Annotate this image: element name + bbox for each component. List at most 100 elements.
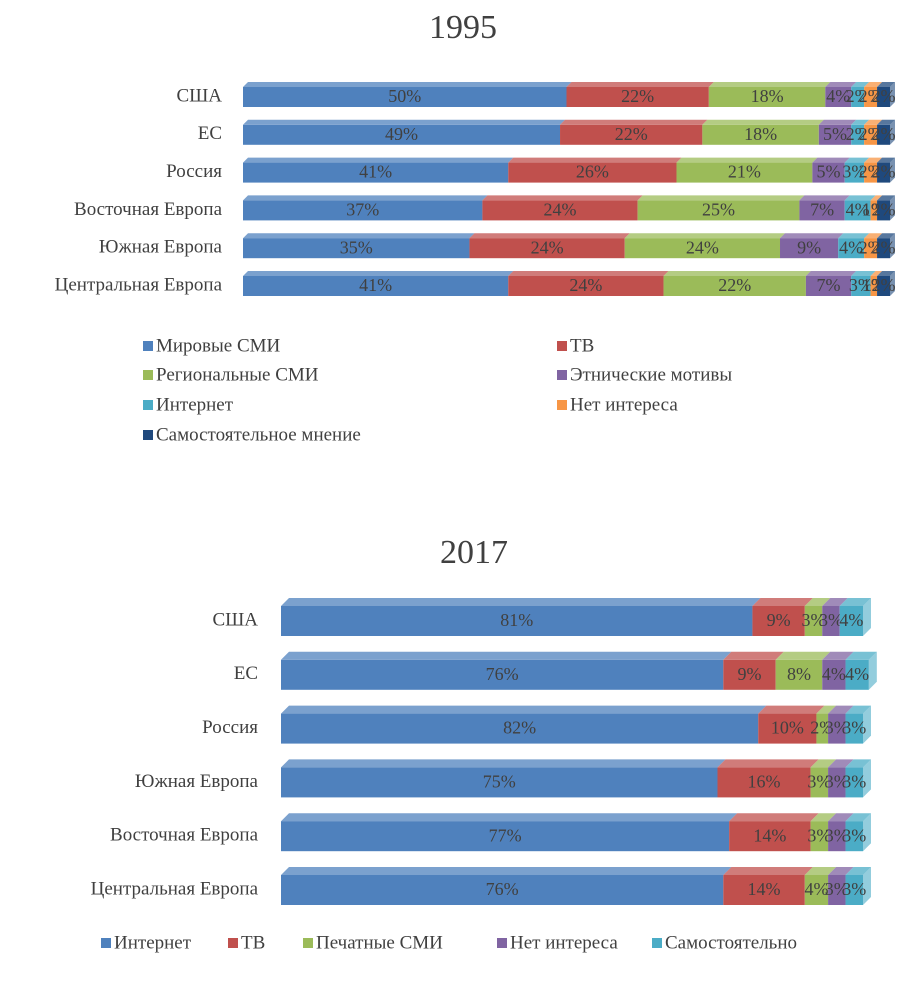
data-label: 2% — [859, 86, 883, 106]
bar-top — [810, 759, 837, 768]
bar-top — [775, 651, 831, 660]
data-label: 26% — [576, 162, 609, 182]
data-label: 2% — [872, 237, 896, 257]
bar-top — [281, 651, 732, 660]
legend-swatch — [143, 400, 153, 410]
category-label: Центральная Европа — [91, 878, 259, 899]
bar-top — [845, 867, 871, 875]
bar-segment — [870, 200, 878, 221]
data-label: 3% — [825, 825, 849, 845]
data-label: 49% — [385, 124, 418, 144]
bar-top — [281, 598, 761, 606]
legend-label: Самостоятельно — [665, 932, 797, 953]
data-label: 3% — [807, 772, 831, 792]
data-label: 4% — [822, 664, 846, 684]
bar-segment — [805, 276, 852, 296]
bar-top — [676, 157, 818, 163]
bar-top — [844, 157, 870, 163]
bar-top — [828, 867, 854, 875]
bar-top — [877, 82, 895, 87]
data-label: 2% — [846, 86, 870, 106]
bar-segment — [243, 200, 483, 221]
bar-segment — [864, 124, 878, 145]
bar-segment — [822, 606, 840, 636]
bar-segment — [828, 875, 846, 905]
bar-segment — [243, 276, 509, 296]
bar-top — [818, 119, 857, 125]
bar-segment — [877, 276, 890, 296]
bar-segment — [844, 162, 865, 183]
data-label: 3% — [802, 610, 826, 630]
bar-segment — [752, 606, 805, 636]
bar-top — [723, 867, 813, 875]
bar-segment — [845, 713, 863, 744]
bar-segment — [839, 606, 863, 636]
bar-segment — [723, 659, 776, 690]
data-label: 3% — [842, 825, 866, 845]
bar-top — [799, 195, 850, 201]
data-label: 9% — [767, 610, 791, 630]
data-label: 82% — [503, 718, 536, 738]
data-label: 3% — [825, 879, 849, 899]
legend-label: Региональные СМИ — [156, 364, 319, 385]
bar-segment — [804, 606, 823, 636]
data-label: 3% — [825, 772, 849, 792]
data-label: 10% — [771, 718, 804, 738]
bar-segment — [281, 767, 718, 798]
legend-label: Печатные СМИ — [316, 932, 443, 953]
bar-top — [508, 157, 682, 163]
bar-segment — [828, 821, 846, 852]
data-label: 24% — [544, 200, 577, 220]
category-label: ЕС — [198, 123, 222, 144]
bar-top — [560, 119, 708, 125]
legend-swatch — [143, 430, 153, 440]
data-label: 18% — [751, 86, 784, 106]
data-label: 76% — [486, 879, 519, 899]
bar-segment — [799, 200, 845, 221]
category-label: Россия — [202, 717, 258, 738]
legend-swatch — [143, 370, 153, 380]
data-label: 4% — [846, 200, 870, 220]
data-label: 3% — [842, 162, 866, 182]
bar-segment — [508, 162, 677, 183]
data-label: 77% — [489, 825, 522, 845]
bar-top — [864, 157, 883, 163]
data-label: 2% — [872, 162, 896, 182]
bar-top — [870, 271, 883, 276]
bar-top — [708, 82, 831, 87]
data-label: 8% — [787, 664, 811, 684]
bar-side — [890, 233, 895, 259]
legend-label: ТВ — [241, 932, 265, 953]
bar-top — [838, 233, 870, 239]
bar-segment — [637, 200, 800, 221]
data-label: 3% — [842, 772, 866, 792]
bar-top — [877, 119, 895, 125]
category-label: ЕС — [234, 663, 258, 684]
bar-segment — [812, 162, 845, 183]
bar-segment — [729, 821, 811, 852]
bar-side — [890, 271, 895, 296]
bar-segment — [281, 659, 724, 690]
data-label: 2% — [872, 124, 896, 144]
bar-top — [702, 119, 824, 125]
data-label: 2% — [872, 200, 896, 220]
bar-segment — [810, 821, 829, 852]
bar-segment — [845, 821, 863, 852]
data-label: 4% — [839, 237, 863, 257]
bar-top — [637, 195, 805, 201]
legend-label: Интернет — [114, 932, 192, 953]
category-label: Восточная Европа — [110, 825, 259, 846]
bar-top — [243, 271, 514, 276]
bar-segment — [877, 200, 890, 221]
bar-top — [839, 598, 871, 606]
bar-top — [864, 119, 883, 125]
bar-top — [851, 271, 876, 276]
bar-segment — [804, 875, 829, 905]
bar-top — [717, 759, 819, 768]
data-label: 7% — [817, 275, 841, 295]
bar-top — [758, 705, 825, 714]
bar-segment — [508, 276, 664, 296]
bar-top — [804, 598, 831, 606]
legend-label: ТВ — [570, 335, 594, 356]
